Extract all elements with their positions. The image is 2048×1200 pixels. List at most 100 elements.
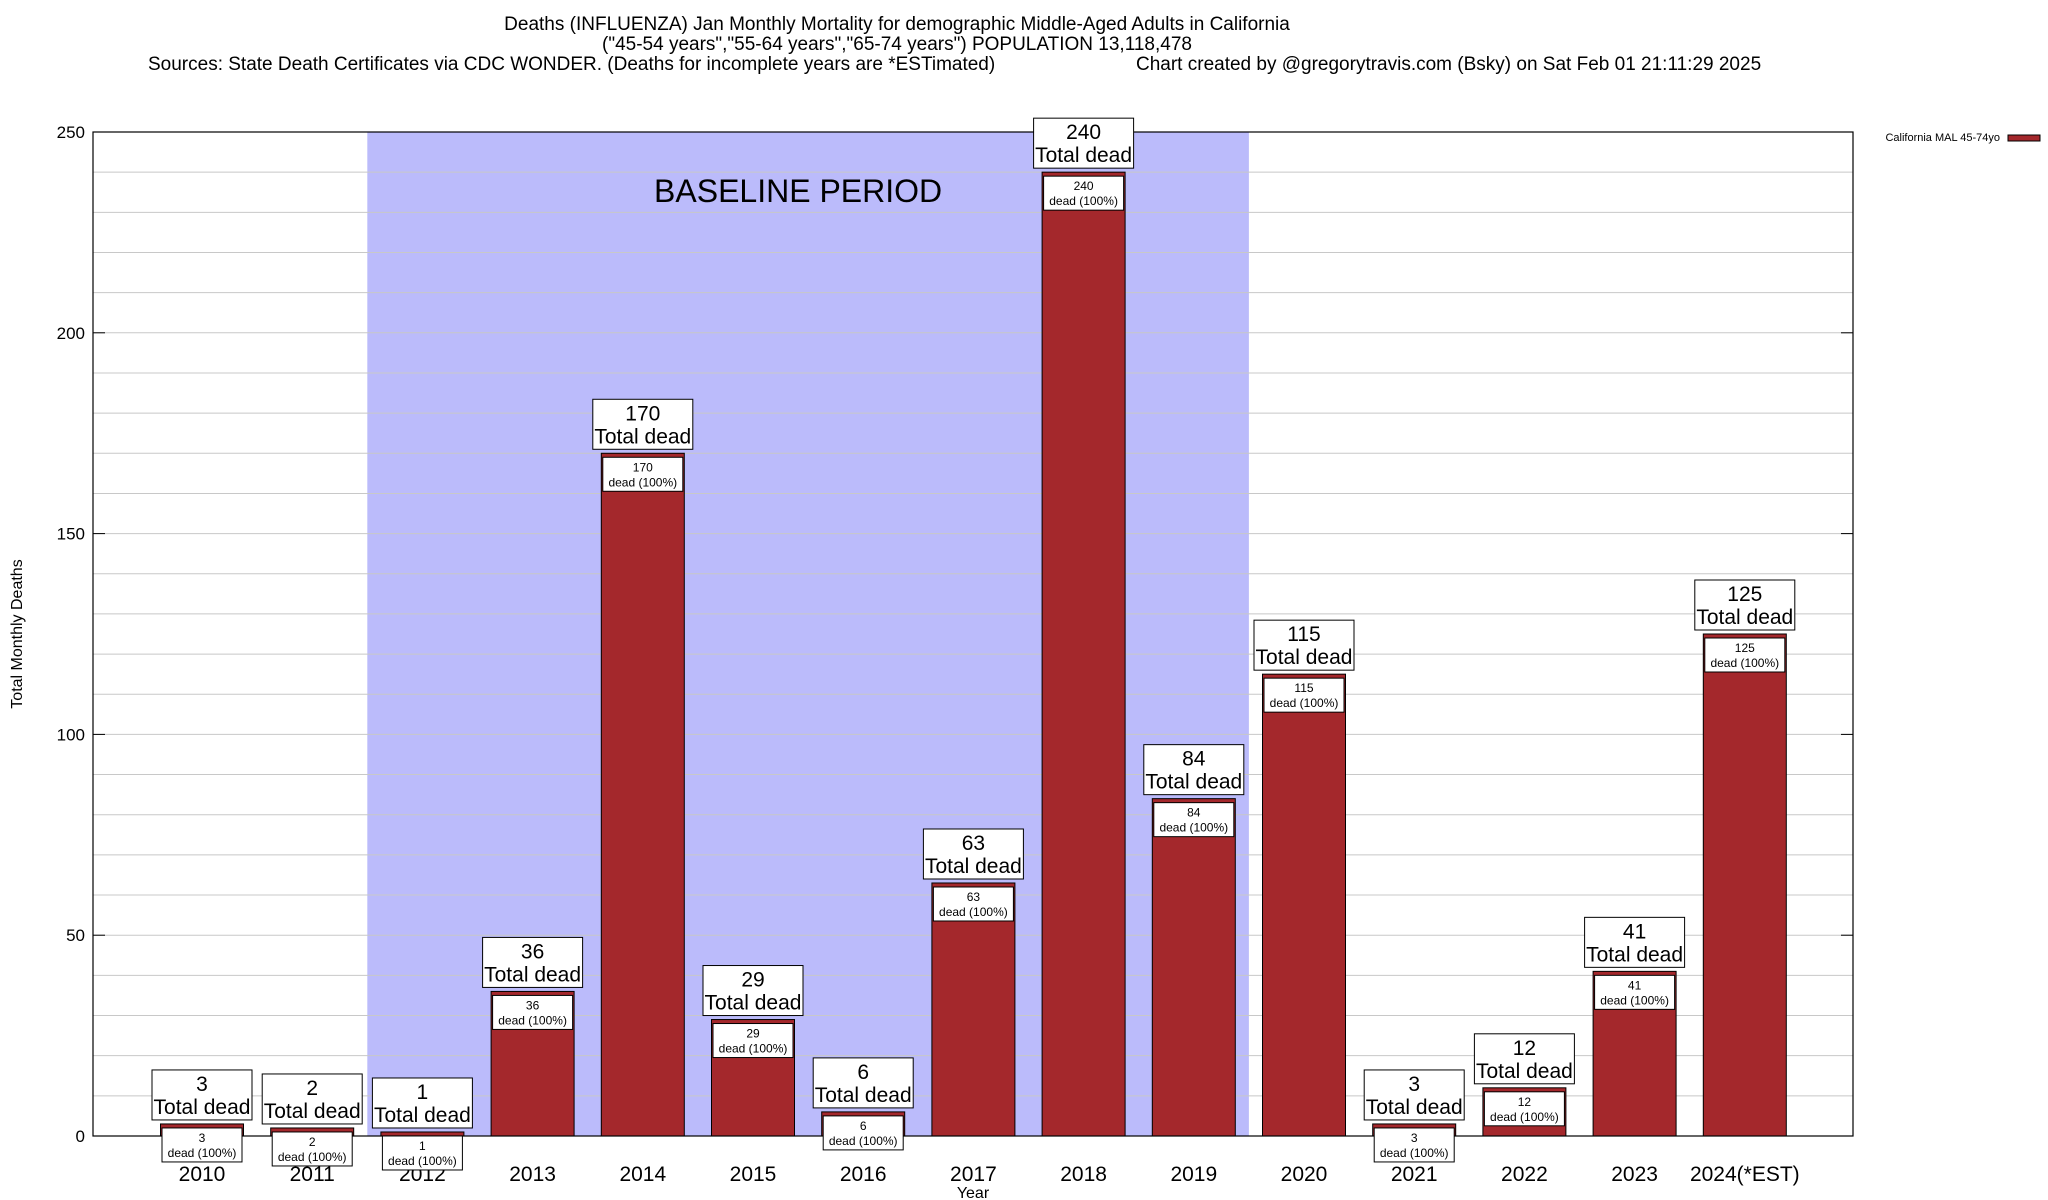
x-tick-label: 2019 [1170, 1163, 1217, 1186]
bar-inner-value: 3 [1411, 1131, 1418, 1145]
bar-inner-value: 170 [633, 460, 653, 474]
x-tick-label: 2022 [1501, 1163, 1548, 1186]
axes-layer: 0 50 100 150 200 250 Total Monthly Deaths 2010 2… [9, 123, 1854, 1200]
total-label-text: Total dead [1696, 606, 1793, 629]
bar-inner-label-box [1043, 175, 1125, 211]
y-axis-label: Total Monthly Deaths [9, 559, 26, 708]
bar-inner-suffix: dead (100%) [278, 1150, 347, 1164]
bar-inner-value: 6 [860, 1119, 867, 1133]
total-value: 3 [196, 1073, 208, 1096]
total-value: 29 [741, 969, 764, 992]
plot-frame [92, 131, 1854, 1137]
y-tick-label: 200 [57, 324, 85, 343]
x-axis-label: Year [957, 1185, 990, 1200]
bar-inner-label-box [1373, 1127, 1455, 1163]
bar-inner-suffix: dead (100%) [939, 905, 1008, 919]
bar-inner-label-box [1594, 974, 1676, 1010]
y-tick-label: 150 [57, 525, 85, 544]
chart-source-text: Sources: State Death Certificates via CD… [148, 54, 995, 75]
x-tick-label: 2013 [509, 1163, 556, 1186]
x-tick-label: 2021 [1391, 1163, 1438, 1186]
total-label-text: Total dead [925, 855, 1022, 878]
total-label-box [922, 828, 1024, 880]
bar-inner-suffix: dead (100%) [168, 1146, 237, 1160]
bar-inner-value: 3 [199, 1131, 206, 1145]
bar-inner-suffix: dead (100%) [1159, 821, 1228, 835]
total-label-text: Total dead [1256, 646, 1353, 669]
bar-inner-suffix: dead (100%) [719, 1042, 788, 1056]
total-label-box [371, 1077, 473, 1129]
total-label-box [1143, 744, 1245, 796]
total-label-box [1584, 916, 1686, 968]
total-label-box [1473, 1033, 1575, 1085]
bar-inner-suffix: dead (100%) [1380, 1146, 1449, 1160]
bar-2018 [1041, 171, 1126, 1137]
bar-inner-suffix: dead (100%) [1049, 194, 1118, 208]
total-label-box [702, 965, 804, 1017]
bar-inner-suffix: dead (100%) [829, 1134, 898, 1148]
chart-title-line-1: Deaths (INFLUENZA) Jan Monthly Mortality… [504, 14, 1290, 35]
total-label-box [1363, 1069, 1465, 1121]
y-tick-label: 100 [57, 725, 85, 744]
bar-inner-label-box [822, 1115, 904, 1151]
total-value: 125 [1727, 583, 1762, 606]
total-label-text: Total dead [1366, 1096, 1463, 1119]
bar-inner-label-box [1263, 677, 1345, 713]
bar-inner-label-box [602, 456, 684, 492]
x-tick-label: 2024(*EST) [1690, 1163, 1800, 1186]
total-label-box [1033, 117, 1135, 169]
total-label-text: Total dead [484, 963, 581, 986]
total-value: 12 [1513, 1037, 1536, 1060]
total-value: 41 [1623, 920, 1646, 943]
chart-title-line-2: ("45-54 years","55-64 years","65-74 year… [602, 34, 1192, 55]
total-value: 115 [1287, 623, 1320, 646]
total-label-box [812, 1057, 914, 1109]
x-tick-label: 2018 [1060, 1163, 1107, 1186]
bar-inner-label-box [1704, 637, 1786, 673]
x-tick-label: 2010 [179, 1163, 226, 1186]
bar-inner-value: 84 [1187, 806, 1201, 820]
x-tick-label: 2023 [1611, 1163, 1658, 1186]
bar-inner-label-box [932, 886, 1014, 922]
legend-swatch [2007, 134, 2041, 142]
bar-inner-label-box [1153, 802, 1235, 838]
x-tick-label: 2011 [290, 1163, 335, 1186]
total-value: 2 [306, 1077, 318, 1100]
bar-inner-value: 36 [526, 998, 540, 1012]
bar-inner-value: 29 [746, 1027, 760, 1041]
bar-inner-value: 240 [1074, 179, 1094, 193]
x-tick-label: 2016 [840, 1163, 887, 1186]
total-value: 6 [857, 1061, 869, 1084]
total-label-text: Total dead [815, 1084, 912, 1107]
total-label-box [261, 1073, 363, 1125]
total-label-text: Total dead [1035, 144, 1132, 167]
bar-inner-value: 41 [1628, 978, 1642, 992]
x-tick-label: 2020 [1281, 1163, 1328, 1186]
bar-inner-value: 115 [1294, 681, 1313, 695]
bar-inner-value: 2 [309, 1135, 316, 1149]
bar-2020 [1262, 673, 1346, 1137]
bar-inner-label-box [1483, 1091, 1565, 1127]
chart-credit-text: Chart created by @gregorytravis.com (Bsk… [1136, 54, 1761, 75]
total-value: 63 [962, 832, 985, 855]
bar-inner-label-box [161, 1127, 243, 1163]
total-label-text: Total dead [1476, 1060, 1573, 1083]
x-tick-label: 2017 [950, 1163, 997, 1186]
bar-inner-value: 125 [1735, 641, 1755, 655]
bar-2019 [1151, 798, 1236, 1137]
bar-inner-suffix: dead (100%) [1710, 656, 1779, 670]
bar-inner-suffix: dead (100%) [608, 475, 677, 489]
bar-inner-suffix: dead (100%) [498, 1013, 567, 1027]
total-label-text: Total dead [705, 992, 802, 1015]
bar-2014 [600, 452, 685, 1137]
total-label-text: Total dead [1145, 771, 1242, 794]
bar-inner-value: 1 [419, 1139, 426, 1153]
bar-inner-value: 12 [1518, 1095, 1532, 1109]
total-label-text: Total dead [594, 425, 691, 448]
bar-2012 [380, 1131, 465, 1137]
total-label-box [482, 936, 584, 988]
total-value: 36 [521, 940, 544, 963]
total-value: 170 [625, 402, 660, 425]
legend: California MAL 45-74yo [1885, 132, 2041, 144]
